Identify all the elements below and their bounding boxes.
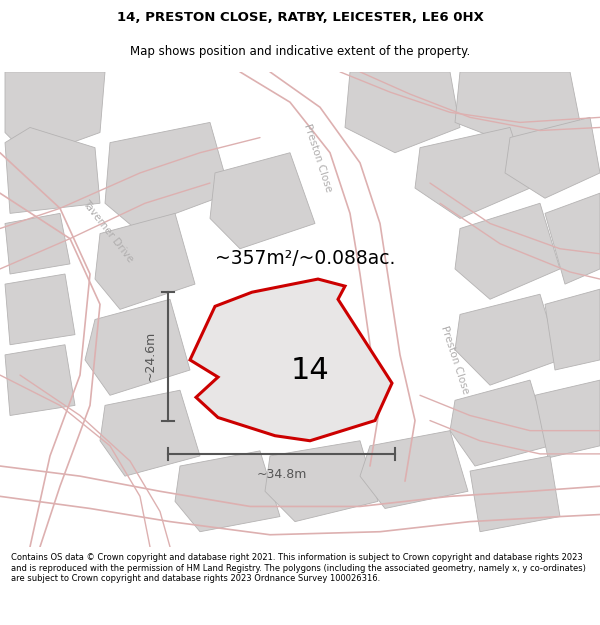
Polygon shape — [85, 299, 190, 395]
Polygon shape — [5, 274, 75, 345]
Polygon shape — [190, 279, 392, 441]
Polygon shape — [505, 118, 600, 198]
Polygon shape — [175, 451, 280, 532]
Text: Map shows position and indicative extent of the property.: Map shows position and indicative extent… — [130, 45, 470, 58]
Polygon shape — [105, 122, 230, 229]
Text: ~24.6m: ~24.6m — [143, 331, 157, 381]
Polygon shape — [545, 289, 600, 370]
Polygon shape — [535, 380, 600, 458]
Polygon shape — [450, 380, 550, 466]
Polygon shape — [455, 203, 560, 299]
Text: Preston Close: Preston Close — [439, 324, 471, 395]
Polygon shape — [455, 294, 560, 385]
Polygon shape — [415, 127, 530, 218]
Polygon shape — [360, 431, 468, 509]
Text: Preston Close: Preston Close — [302, 122, 334, 193]
Polygon shape — [225, 334, 330, 426]
Polygon shape — [455, 72, 580, 148]
Text: 14: 14 — [290, 356, 329, 384]
Polygon shape — [95, 213, 195, 309]
Polygon shape — [5, 213, 70, 274]
Polygon shape — [5, 345, 75, 416]
Text: ~34.8m: ~34.8m — [256, 468, 307, 481]
Polygon shape — [470, 456, 560, 532]
Text: 14, PRESTON CLOSE, RATBY, LEICESTER, LE6 0HX: 14, PRESTON CLOSE, RATBY, LEICESTER, LE6… — [116, 11, 484, 24]
Text: Taverner Drive: Taverner Drive — [80, 199, 136, 264]
Polygon shape — [100, 390, 200, 476]
Polygon shape — [545, 193, 600, 284]
Polygon shape — [5, 127, 100, 213]
Text: Contains OS data © Crown copyright and database right 2021. This information is : Contains OS data © Crown copyright and d… — [11, 553, 586, 583]
Polygon shape — [345, 72, 460, 152]
Polygon shape — [210, 152, 315, 249]
Polygon shape — [265, 441, 378, 522]
Text: ~357m²/~0.088ac.: ~357m²/~0.088ac. — [215, 249, 395, 268]
Polygon shape — [5, 72, 105, 158]
